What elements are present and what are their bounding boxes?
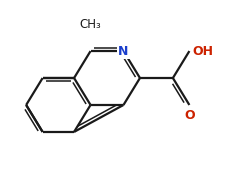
Text: OH: OH: [192, 45, 213, 58]
Text: O: O: [184, 109, 195, 122]
Text: CH₃: CH₃: [80, 18, 101, 31]
Text: N: N: [118, 45, 129, 58]
